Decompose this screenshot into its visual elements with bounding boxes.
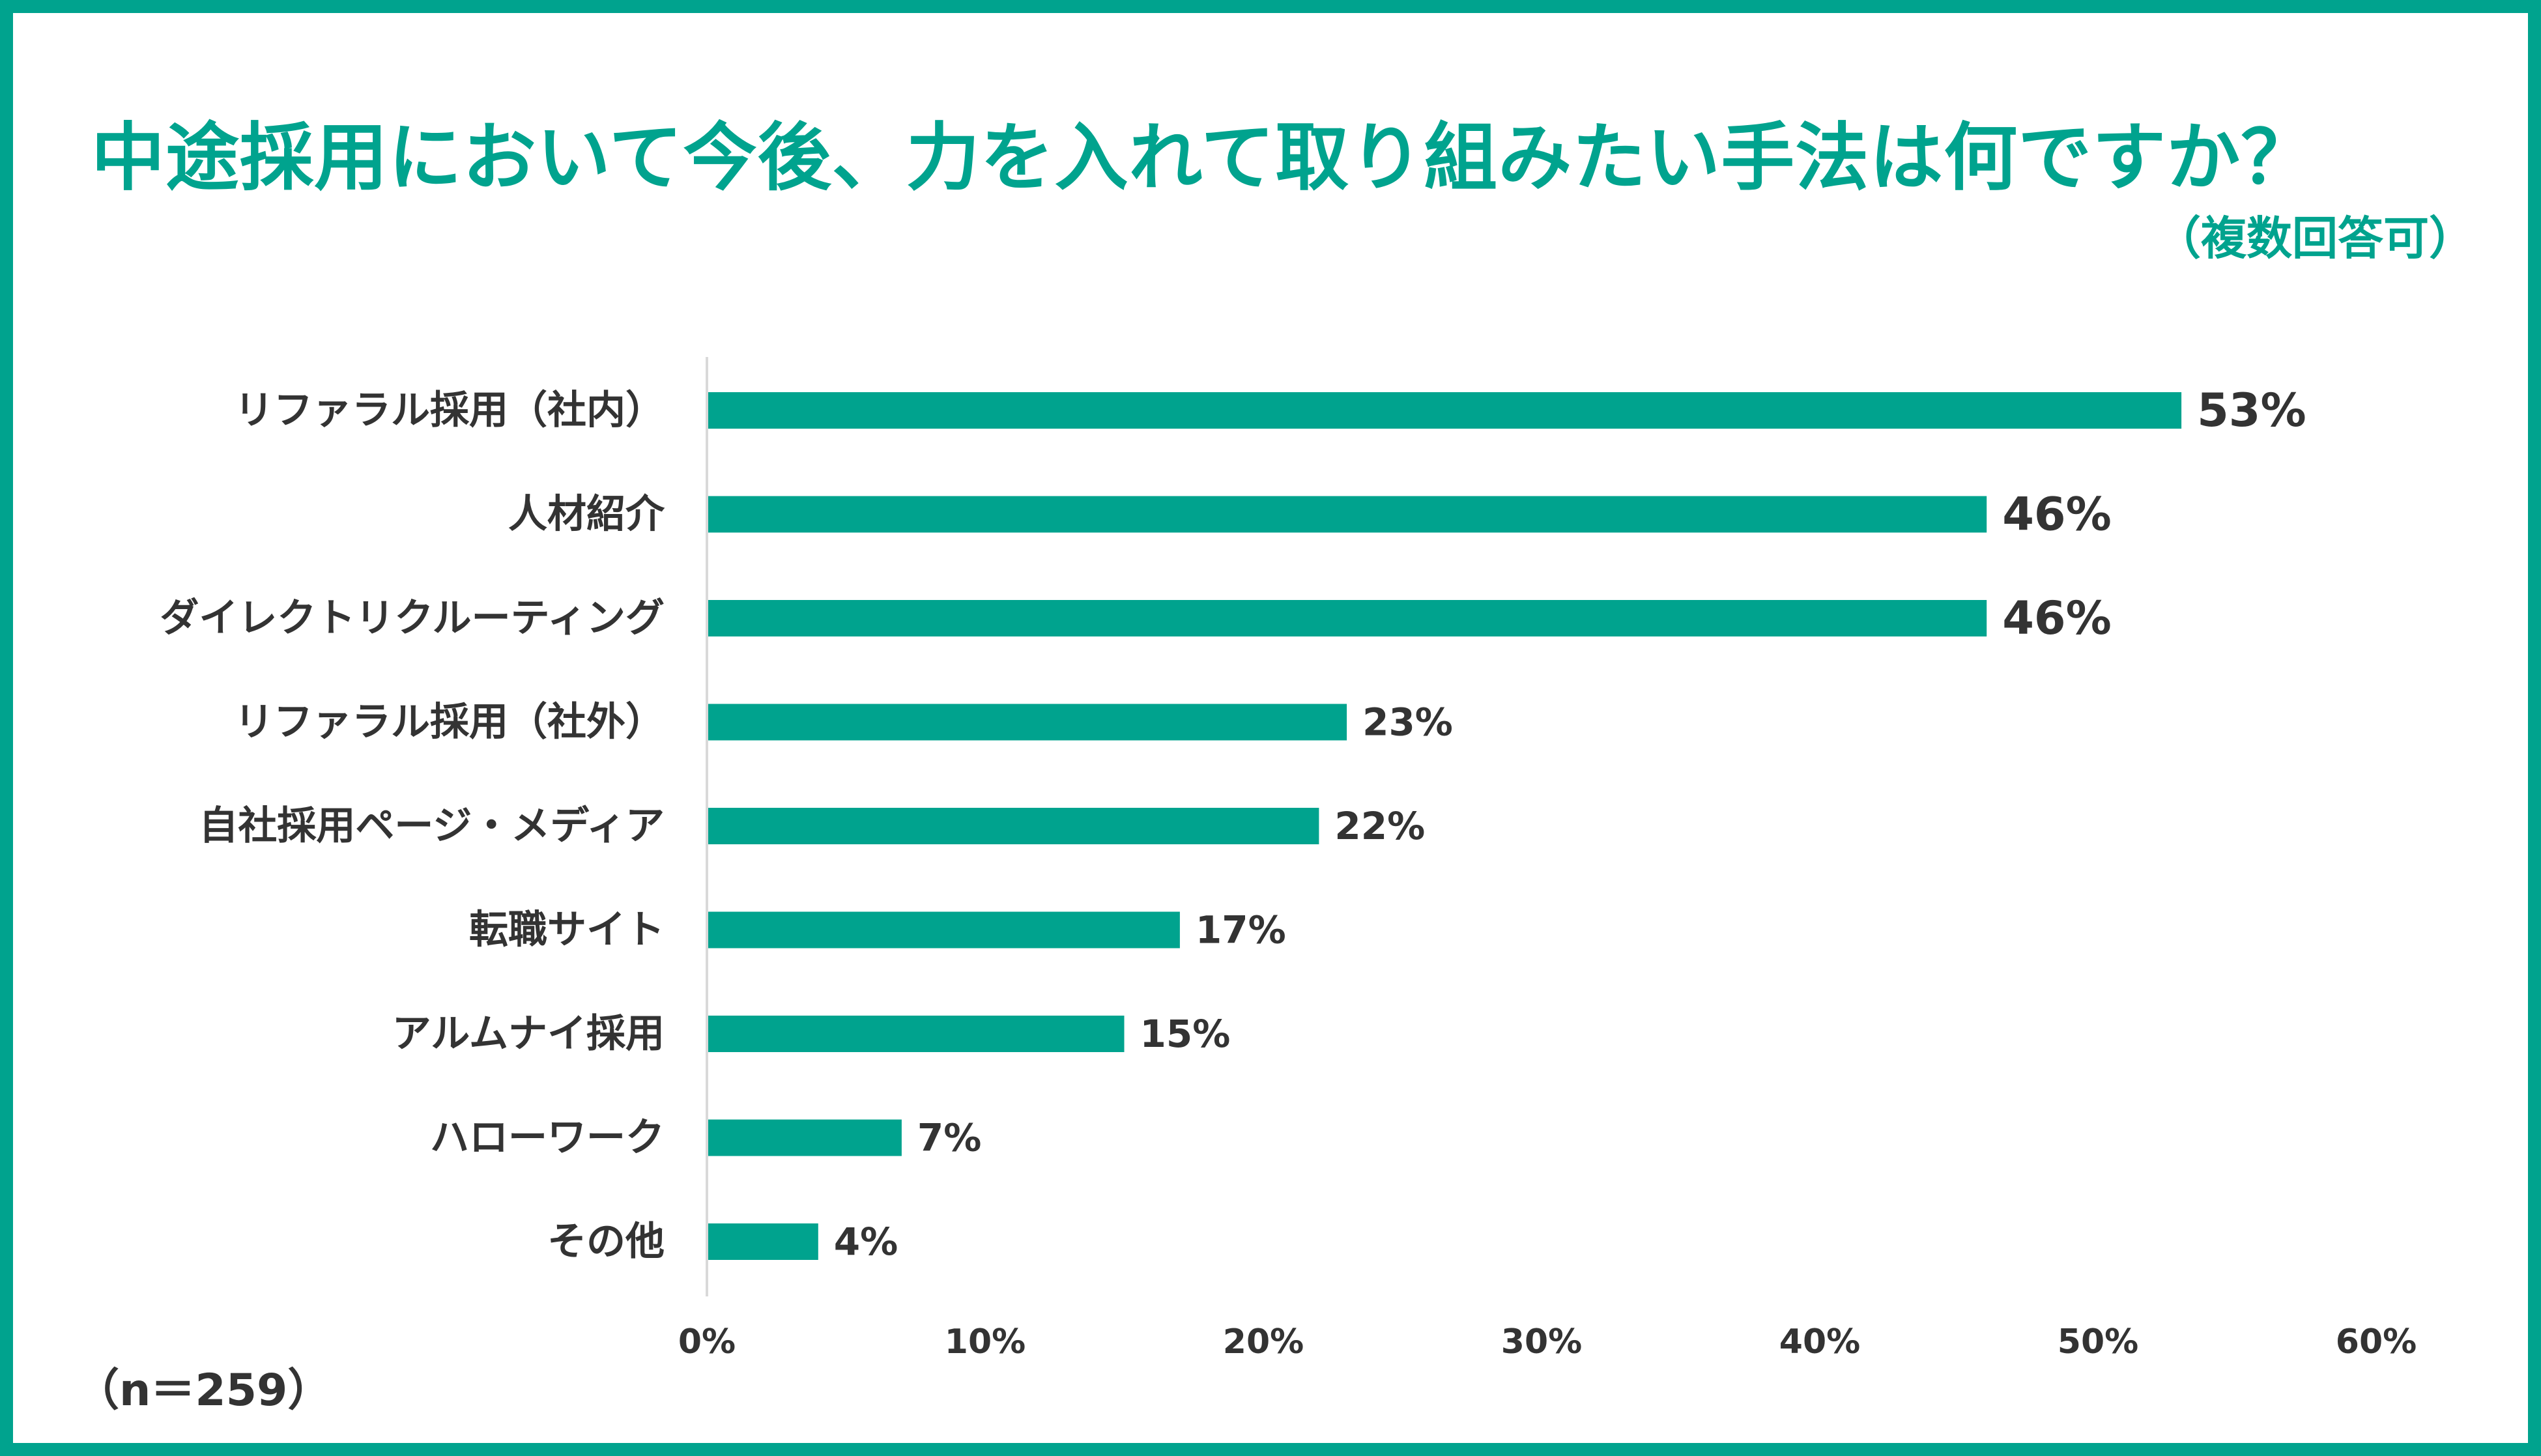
bar-2	[707, 600, 1987, 636]
bar-4	[707, 808, 1319, 844]
x-tick-label-6: 60%	[2336, 1322, 2417, 1362]
value-label-7: 7%	[917, 1116, 981, 1160]
bar-0	[707, 392, 2182, 429]
chart-title: 中途採用において今後、力を入れて取り組みたい手法は何ですか？	[91, 115, 2316, 201]
x-tick-label-2: 20%	[1223, 1322, 1304, 1362]
value-label-1: 46%	[2002, 488, 2112, 541]
x-axis-ticks: 0% 10% 20% 30% 40% 50% 60%	[678, 1322, 2417, 1362]
chart-subtitle: （複数回答可）	[2155, 212, 2475, 265]
x-tick-label-4: 40%	[1779, 1322, 1860, 1362]
bar-7	[707, 1119, 902, 1156]
bars-group: リファラル採用（社内） 53% 人材紹介 46% ダイレクトリクルーティング 46% リファ…	[160, 384, 2306, 1264]
category-label-6: アルムナイ採用	[392, 1011, 665, 1057]
value-label-6: 15%	[1140, 1012, 1231, 1056]
value-label-2: 46%	[2002, 592, 2112, 645]
category-label-2: ダイレクトリクルーティング	[160, 595, 665, 641]
category-label-8: その他	[547, 1219, 665, 1264]
category-label-3: リファラル採用（社外）	[235, 700, 665, 745]
bar-6	[707, 1016, 1125, 1052]
value-label-4: 22%	[1334, 804, 1425, 848]
sample-size-note: （n＝259）	[75, 1365, 332, 1416]
bar-5	[707, 911, 1180, 949]
bar-1	[707, 496, 1987, 533]
value-label-8: 4%	[834, 1220, 898, 1264]
x-tick-label-3: 30%	[1501, 1322, 1582, 1362]
value-label-3: 23%	[1362, 700, 1453, 745]
x-tick-label-5: 50%	[2058, 1322, 2138, 1362]
value-label-5: 17%	[1196, 908, 1286, 952]
value-label-0: 53%	[2197, 384, 2306, 437]
category-label-0: リファラル採用（社内）	[235, 388, 665, 433]
category-label-4: 自社採用ページ・メディア	[199, 803, 665, 849]
x-tick-label-1: 10%	[945, 1322, 1026, 1362]
bar-3	[707, 704, 1347, 741]
category-label-7: ハローワーク	[430, 1115, 665, 1161]
category-label-1: 人材紹介	[508, 492, 665, 537]
category-label-5: 転職サイト	[469, 907, 665, 953]
x-tick-label-0: 0%	[678, 1322, 736, 1362]
bar-8	[707, 1223, 818, 1260]
